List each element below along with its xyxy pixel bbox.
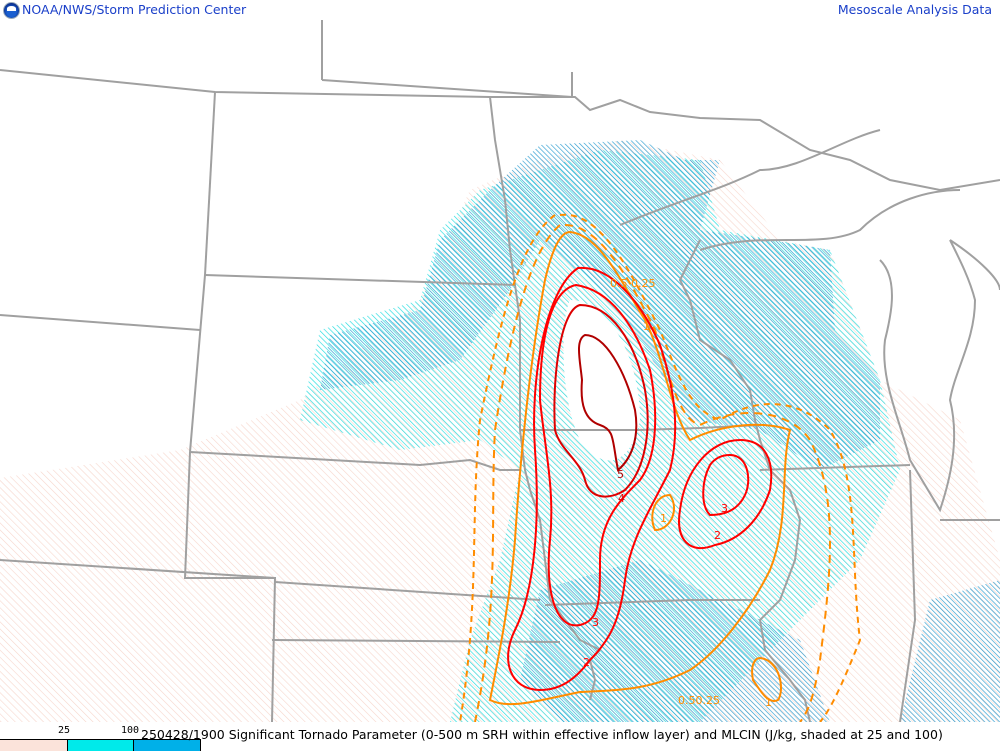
nd-sd-line (204, 274, 516, 286)
noaa-logo-icon (3, 2, 20, 19)
sd-ne-line (189, 451, 520, 471)
contour-east-2 (678, 438, 773, 550)
legend-swatch-25 (67, 739, 134, 751)
contour-0.5 (474, 224, 831, 722)
footer: 25 100 250428/1900 Significant Tornado P… (0, 722, 1000, 751)
map-canvas: 0.5 0.25 1 5 4 3 2 3 2 1 0.50.25 1 (0, 20, 1000, 722)
stp-contours (459, 213, 862, 722)
clear-area (563, 300, 640, 461)
lake-michigan-shore (879, 239, 977, 513)
header-right-title: Mesoscale Analysis Data (837, 2, 992, 17)
label-mid-1: 1 (660, 512, 667, 525)
contour-3 (538, 283, 657, 627)
il-in-line (899, 469, 917, 722)
legend-swatch-100 (133, 739, 201, 751)
label-top-1: 1 (643, 320, 650, 333)
contour-5 (578, 333, 638, 472)
ks-ok-line (271, 639, 561, 643)
label-south-05-025: 0.50.25 (678, 694, 720, 707)
header-left-title: NOAA/NWS/Storm Prediction Center (22, 2, 247, 17)
wy-co-line (0, 559, 276, 579)
label-west-3: 3 (592, 616, 599, 629)
ia-mo-line (544, 599, 760, 606)
cin-shading (0, 140, 1000, 722)
legend-tick-25: 25 (58, 725, 71, 736)
label-east-3: 3 (721, 502, 728, 515)
contour-4 (553, 303, 649, 498)
canada-province-line (321, 20, 573, 98)
contour-1-mid (651, 493, 675, 532)
ne-co-line (183, 451, 277, 722)
canada-border (0, 69, 1000, 192)
label-west-4: 4 (618, 492, 625, 505)
legend-tick-100: 100 (121, 725, 140, 736)
michigan-lower-peninsula (949, 239, 1000, 291)
label-west-5: 5 (617, 468, 624, 481)
ne-ks-line (274, 581, 541, 601)
mississippi-river (689, 299, 811, 722)
label-top-05-025: 0.5 0.25 (610, 277, 655, 290)
map-caption: 250428/1900 Significant Tornado Paramete… (141, 727, 943, 742)
label-southeast-1: 1 (765, 696, 772, 709)
mn-wi-line (678, 239, 701, 301)
lake-superior-shore (619, 129, 961, 251)
label-west-2: 2 (583, 656, 590, 669)
contour-0.25 (459, 213, 862, 722)
legend-swatch-low (0, 739, 67, 751)
wy-sd-line (189, 274, 206, 453)
mt-wy-line (0, 314, 201, 331)
cin-shade-100-east (900, 580, 1000, 722)
missouri-river (519, 429, 602, 701)
cin-shade-100 (320, 140, 880, 470)
contour-labels: 0.5 0.25 1 5 4 3 2 3 2 1 0.50.25 1 (583, 277, 772, 709)
contour-1-southeast (751, 656, 782, 702)
mt-nd-line (204, 91, 216, 276)
nd-mn-line (489, 96, 521, 430)
contour-2 (507, 266, 677, 692)
label-east-2: 2 (714, 529, 721, 542)
contour-east-3 (702, 453, 750, 517)
